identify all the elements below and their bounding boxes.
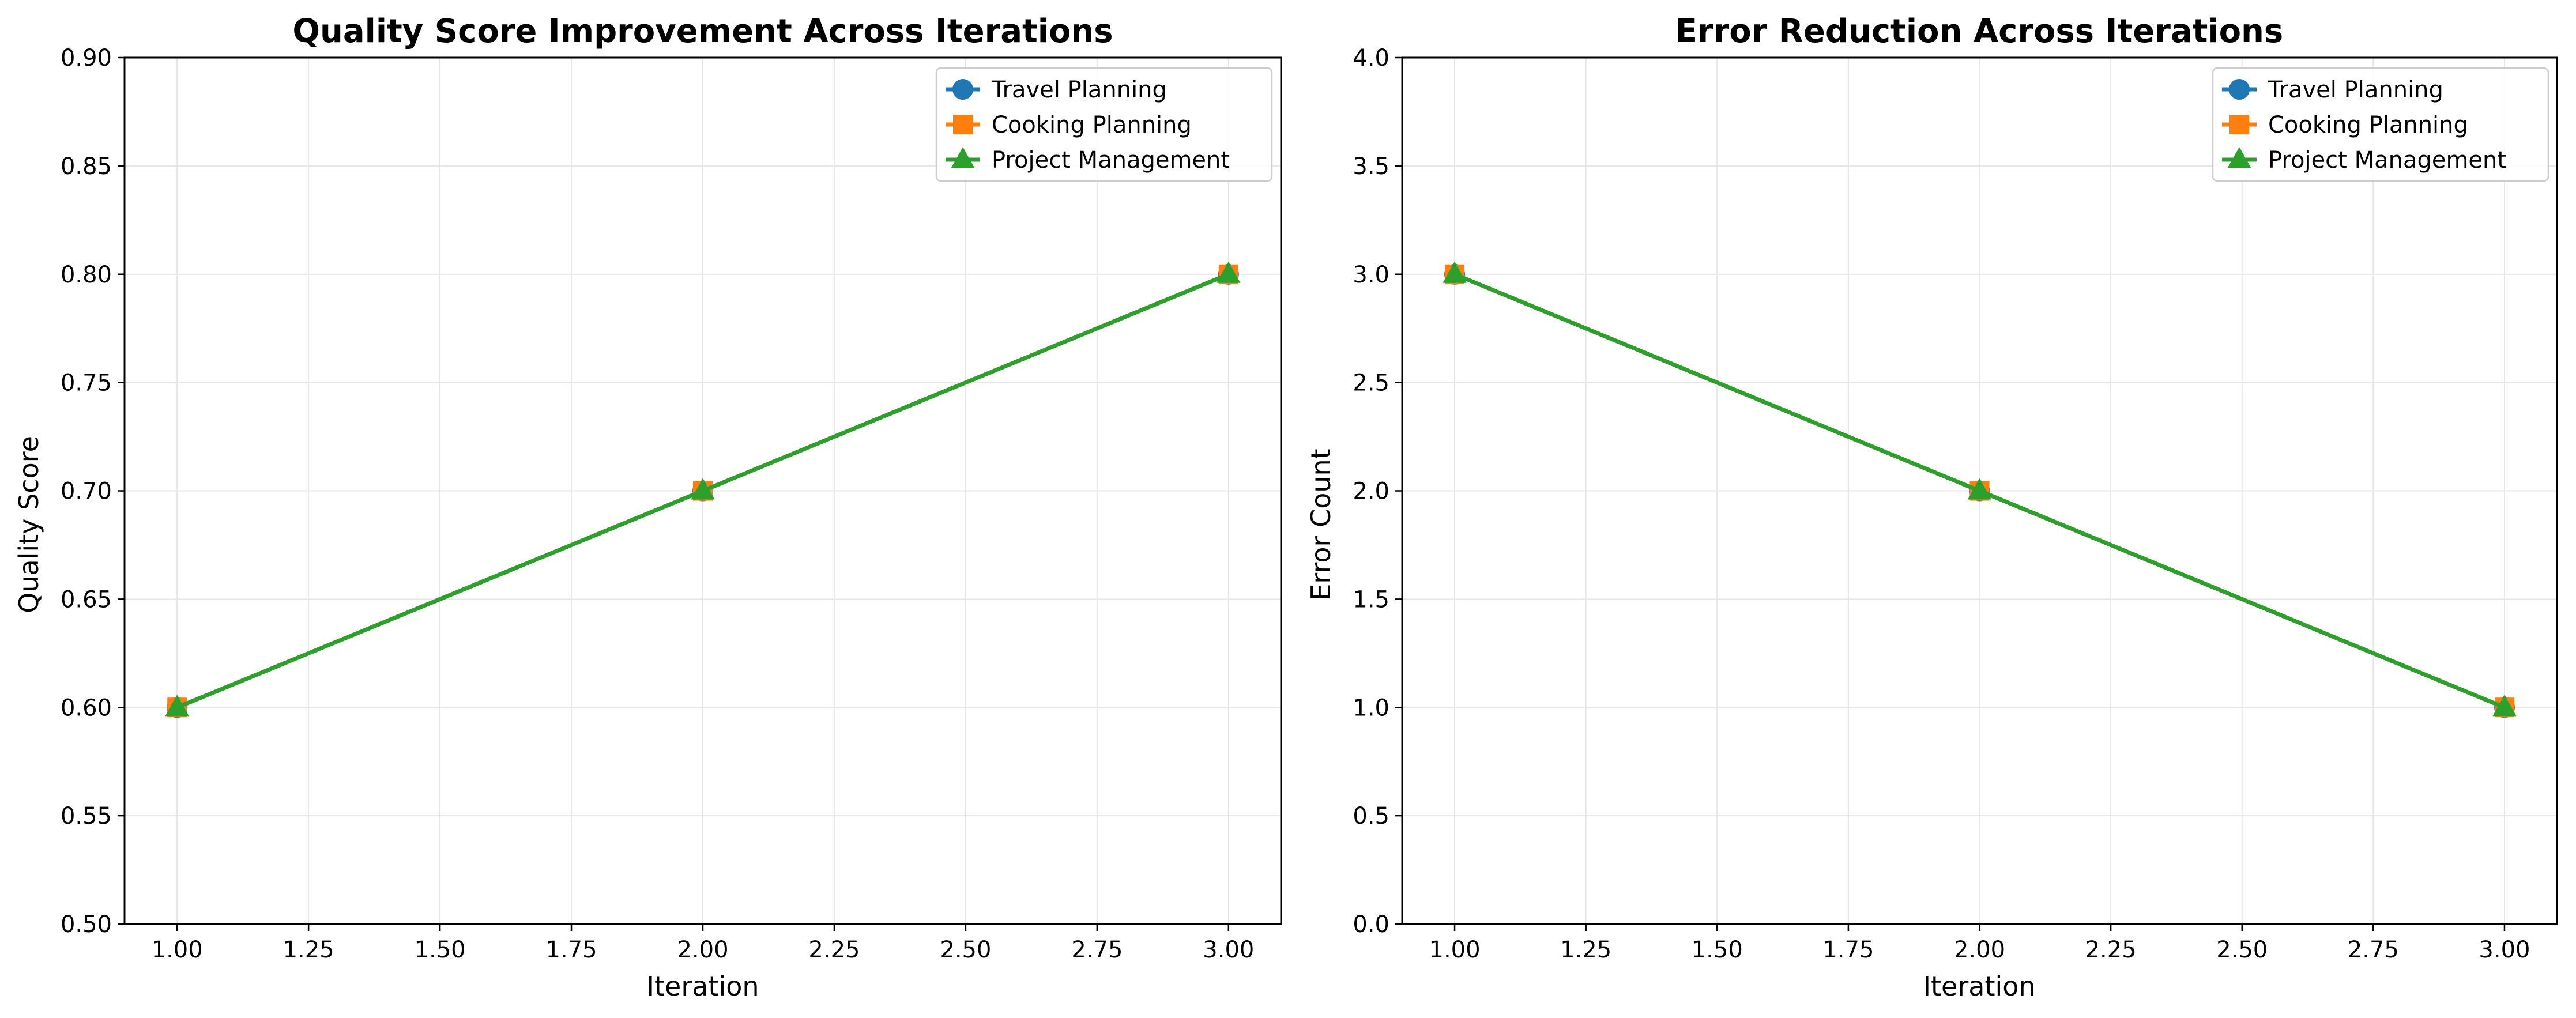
x-tick-label: 2.75 [1071, 937, 1123, 963]
y-axis-label: Quality Score [13, 436, 44, 613]
legend-entry: Cooking Planning [946, 112, 1192, 138]
legend-marker [952, 79, 973, 100]
legend-entry: Project Management [946, 146, 1230, 174]
legend-marker [2227, 146, 2251, 168]
y-axis-label: Error Count [1305, 448, 1336, 600]
y-tick-label: 2.0 [1353, 478, 1389, 505]
series-project-management [165, 261, 1241, 717]
x-axis-label: Iteration [1923, 971, 2035, 1002]
x-tick-label: 1.00 [1429, 937, 1481, 963]
x-axis-label: Iteration [646, 971, 759, 1002]
chart-title: Error Reduction Across Iterations [1675, 13, 2284, 50]
y-tick-label: 3.5 [1353, 153, 1389, 180]
x-tick-label: 1.00 [152, 937, 203, 963]
x-tick-label: 1.50 [1692, 937, 1743, 963]
chart-title: Quality Score Improvement Across Iterati… [292, 13, 1113, 50]
x-tick-label: 1.75 [1822, 937, 1874, 963]
legend-entry: Travel Planning [946, 77, 1167, 103]
data-point-marker [1967, 478, 1992, 500]
x-tick-label: 3.00 [2479, 937, 2530, 963]
legend-label: Project Management [2268, 147, 2506, 174]
legend-label: Cooking Planning [2268, 112, 2468, 138]
y-tick-label: 0.70 [61, 478, 112, 505]
y-tick-label: 0.90 [61, 45, 112, 71]
y-tick-label: 0.0 [1353, 911, 1389, 938]
y-tick-label: 0.50 [61, 911, 112, 938]
legend-label: Project Management [992, 147, 1230, 174]
legend-entry: Cooking Planning [2222, 112, 2468, 138]
y-tick-label: 0.80 [61, 262, 112, 288]
x-tick-label: 2.25 [808, 937, 860, 963]
x-tick-label: 2.25 [2085, 937, 2137, 963]
legend-label: Travel Planning [991, 77, 1167, 103]
legend-entry: Travel Planning [2222, 77, 2443, 103]
data-point-marker [1443, 261, 1467, 283]
legend-marker [951, 146, 975, 168]
y-tick-label: 0.85 [61, 153, 112, 180]
legend-entry: Project Management [2222, 146, 2506, 174]
legend-marker [2229, 115, 2249, 134]
x-tick-label: 1.75 [546, 937, 597, 963]
x-tick-label: 1.50 [415, 937, 466, 963]
x-tick-label: 2.50 [2216, 937, 2268, 963]
y-tick-label: 0.65 [61, 586, 112, 613]
y-tick-label: 1.0 [1353, 695, 1389, 721]
y-tick-label: 1.5 [1353, 586, 1389, 613]
x-tick-label: 2.00 [677, 937, 728, 963]
x-tick-label: 1.25 [1560, 937, 1611, 963]
quality-score-chart: Quality Score Improvement Across Iterati… [13, 13, 1282, 1002]
x-tick-label: 3.00 [1203, 937, 1254, 963]
data-point-marker [2492, 695, 2517, 717]
series-project-management [1443, 261, 2517, 717]
y-tick-label: 0.55 [61, 803, 112, 830]
x-tick-label: 2.75 [2348, 937, 2399, 963]
y-tick-label: 0.75 [61, 370, 112, 397]
legend-box [2212, 67, 2549, 182]
legend-label: Cooking Planning [992, 112, 1192, 138]
legend-box [935, 67, 1273, 182]
legend: Travel Planning Cooking Planning Project M… [2212, 67, 2549, 182]
data-point-marker [1217, 261, 1241, 283]
data-point-marker [691, 478, 715, 500]
legend-marker [2229, 79, 2250, 100]
y-tick-label: 0.5 [1353, 803, 1389, 830]
x-tick-label: 2.00 [1954, 937, 2005, 963]
data-point-marker [165, 695, 189, 717]
y-tick-label: 2.5 [1353, 370, 1389, 397]
y-tick-label: 4.0 [1353, 45, 1389, 71]
error-count-chart: Error Reduction Across Iterations Iterat… [1305, 13, 2558, 1002]
legend: Travel Planning Cooking Planning Project M… [935, 67, 1273, 182]
legend-label: Travel Planning [2268, 77, 2443, 103]
y-tick-label: 3.0 [1353, 262, 1389, 288]
x-tick-label: 2.50 [940, 937, 991, 963]
legend-marker [953, 115, 973, 134]
y-tick-label: 0.60 [61, 695, 112, 721]
x-tick-label: 1.25 [283, 937, 334, 963]
